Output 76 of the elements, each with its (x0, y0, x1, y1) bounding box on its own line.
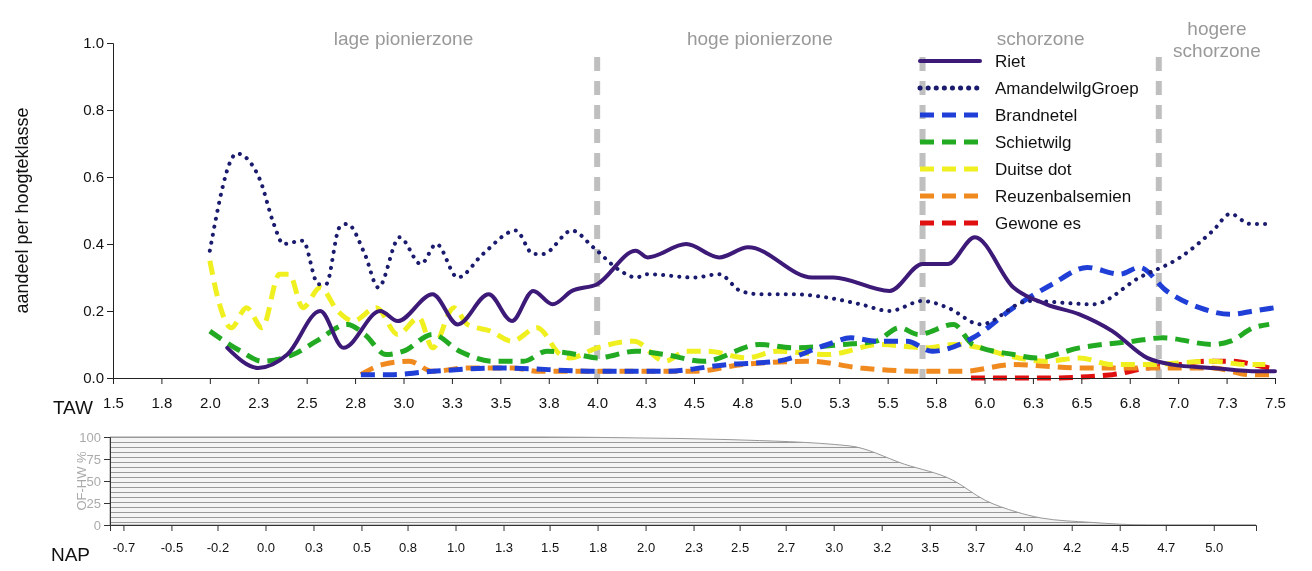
x-tick-label: 0.5 (352, 540, 372, 556)
x-tick-label: 5.0 (780, 394, 802, 411)
x-tick-label: 6.8 (1119, 394, 1141, 411)
x-tick-label: 5.8 (926, 394, 948, 411)
legend-label: Brandnetel (995, 106, 1078, 125)
x-tick-label: 2.3 (248, 394, 270, 411)
x-tick-label: 2.3 (685, 540, 704, 556)
x-tick-label: 1.5 (541, 540, 560, 556)
x-tick-label: 2.0 (199, 394, 221, 411)
x-tick-label: 5.5 (877, 394, 899, 411)
x-tick-label: 2.5 (731, 540, 750, 556)
y-tick-label: 25 (86, 495, 101, 511)
x-tick-label: 4.0 (1015, 540, 1034, 556)
x-tick-label: 2.0 (637, 540, 656, 556)
x-tick-label: 3.5 (921, 540, 940, 556)
x-tick-label: 0.8 (399, 540, 418, 556)
x-tick-label: 4.2 (1063, 540, 1082, 556)
legend-label: Gewone es (995, 214, 1081, 233)
x-tick-label: -0.7 (112, 540, 136, 556)
y-tick-label: 0.6 (83, 168, 104, 186)
x-tick-label: 5.0 (1205, 540, 1224, 556)
x-tick-label: 4.0 (587, 394, 609, 411)
x-tick-label: 3.5 (490, 394, 512, 411)
x-tick-label: 6.3 (1022, 394, 1044, 411)
x-axis-title: TAW (52, 397, 94, 418)
legend-label: Duitse dot (995, 160, 1072, 179)
x-tick-label: 4.3 (635, 394, 657, 411)
x-tick-label: 6.5 (1071, 394, 1093, 411)
y-axis-title: OF-HW % (74, 450, 89, 511)
x-tick-label: 5.3 (829, 394, 851, 411)
annotation: lage pionierzone (333, 28, 474, 49)
annotation: hoge pionierzone (686, 28, 833, 49)
y-axis-title: aandeel per hoogteklasse (12, 107, 32, 314)
x-tick-label: 2.5 (296, 394, 318, 411)
x-tick-label: 1.5 (103, 394, 124, 411)
y-tick-label: 0.0 (83, 369, 104, 387)
y-tick-label: 0 (93, 517, 101, 533)
y-tick-label: 0.2 (83, 302, 104, 320)
x-tick-label: 1.8 (589, 540, 608, 556)
y-tick-label: 1.0 (83, 34, 104, 52)
x-tick-label: 7.5 (1265, 394, 1286, 411)
y-tick-label: 50 (86, 473, 101, 489)
x-tick-label: 6.0 (974, 394, 996, 411)
legend-label: Riet (995, 52, 1026, 71)
y-tick-label: 75 (86, 451, 101, 467)
x-tick-label: 0.3 (304, 540, 324, 556)
x-tick-label: 7.0 (1168, 394, 1190, 411)
annotation: schorzone (996, 28, 1085, 49)
x-tick-label: 3.7 (967, 540, 986, 556)
x-tick-label: 7.3 (1216, 394, 1238, 411)
x-tick-label: 1.8 (151, 394, 173, 411)
x-tick-label: 0.0 (256, 540, 276, 556)
x-tick-label: 4.5 (684, 394, 705, 411)
x-tick-label: 1.0 (446, 540, 466, 556)
x-tick-label: 3.0 (825, 540, 844, 556)
legend-label: Reuzenbalsemien (995, 187, 1132, 206)
legend-label: Schietwilg (995, 133, 1072, 152)
y-tick-label: 100 (79, 429, 101, 445)
x-tick-label: 4.5 (1111, 540, 1130, 556)
x-tick-label: 3.2 (873, 540, 892, 556)
x-tick-label: 4.8 (732, 394, 754, 411)
x-tick-label: 3.3 (441, 394, 463, 411)
y-tick-label: 0.8 (83, 101, 104, 119)
line-series (225, 235, 1277, 374)
x-tick-label: 3.0 (393, 394, 415, 411)
x-tick-label: -0.5 (160, 540, 184, 556)
y-tick-label: 0.4 (83, 235, 104, 253)
x-axis-title: NAP (50, 544, 90, 565)
x-tick-label: 2.7 (777, 540, 796, 556)
x-tick-label: 4.7 (1157, 540, 1176, 556)
annotation: hogere schorzone (1173, 18, 1261, 61)
x-tick-label: 3.8 (538, 394, 560, 411)
x-tick-label: 2.8 (345, 394, 367, 411)
x-tick-label: -0.2 (206, 540, 230, 556)
x-tick-label: 1.3 (494, 540, 514, 556)
legend-label: AmandelwilgGroep (995, 79, 1139, 98)
